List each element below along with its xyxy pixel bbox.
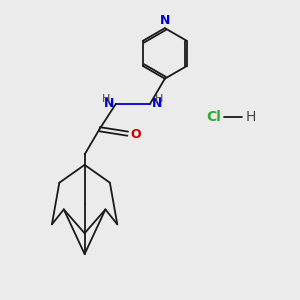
Text: N: N <box>152 98 162 110</box>
Text: H: H <box>246 110 256 124</box>
Text: H: H <box>155 94 164 103</box>
Text: H: H <box>102 94 110 103</box>
Text: O: O <box>130 128 141 141</box>
Text: Cl: Cl <box>206 110 221 124</box>
Text: N: N <box>104 98 114 110</box>
Text: N: N <box>160 14 170 27</box>
